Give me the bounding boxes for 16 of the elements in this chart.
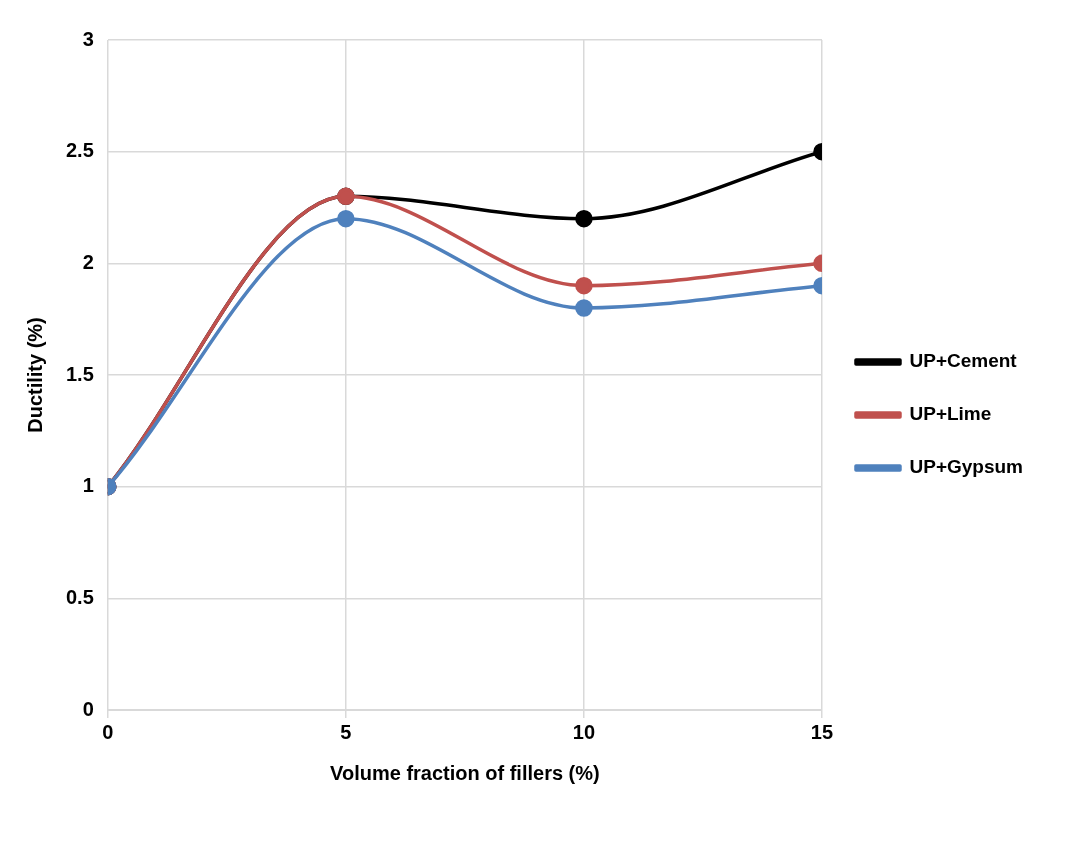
y-tick-label: 3 [82, 27, 94, 50]
legend-label: UP+Gypsum [909, 456, 1024, 478]
y-axis-title: Ductility (%) [23, 317, 46, 433]
legend-label: UP+Cement [909, 350, 1018, 372]
x-tick-label: 10 [572, 720, 596, 743]
legend-label: UP+Lime [909, 403, 992, 425]
y-tick-label: 2.5 [65, 139, 94, 162]
y-tick-label: 1.5 [65, 362, 94, 385]
y-tick-label: 0.5 [65, 585, 94, 608]
y-tick-label: 2 [82, 250, 94, 273]
x-tick-label: 0 [102, 720, 114, 743]
x-axis-title: Volume fraction of fillers (%) [330, 761, 600, 784]
x-tick-label: 5 [340, 720, 352, 743]
y-tick-label: 0 [82, 697, 94, 720]
x-tick-label: 15 [810, 720, 834, 743]
y-tick-label: 1 [82, 474, 94, 497]
